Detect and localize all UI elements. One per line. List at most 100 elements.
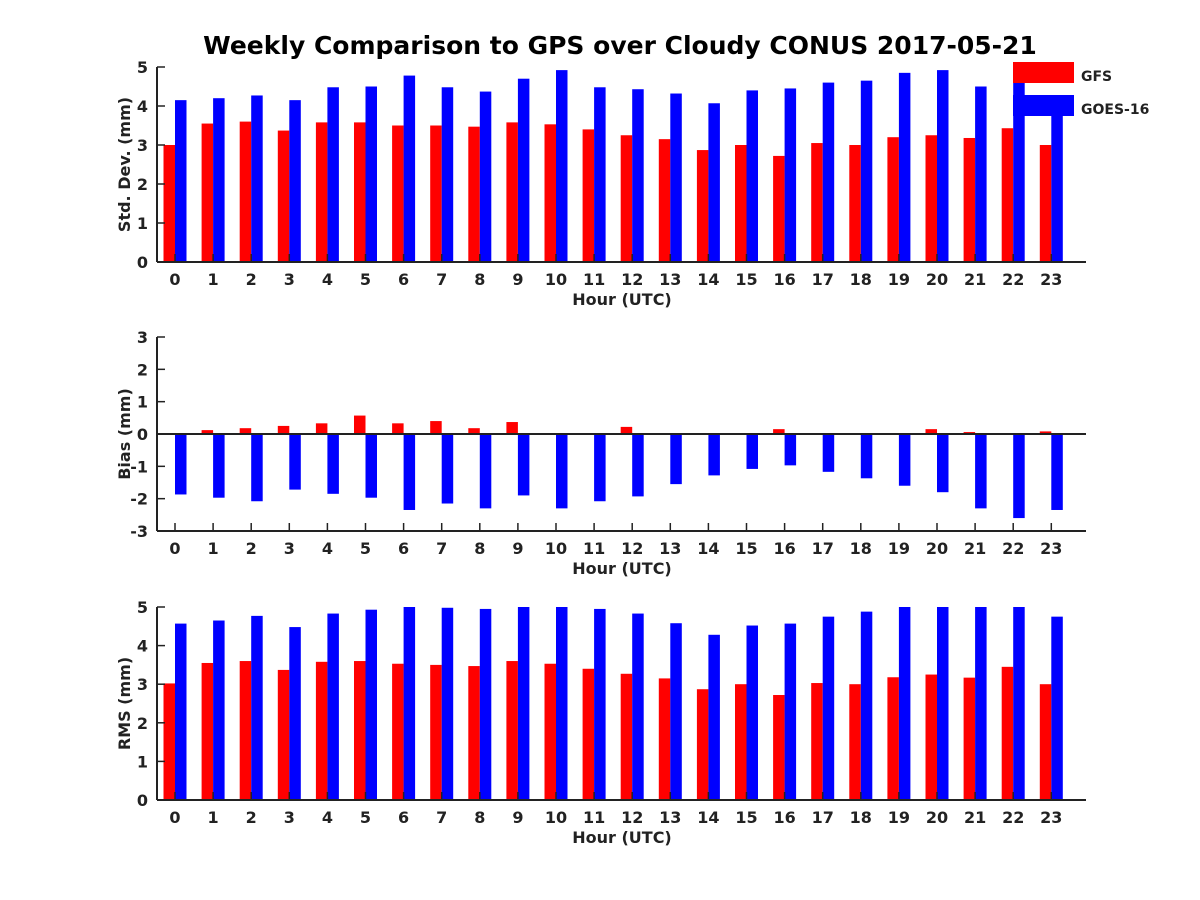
bar-goes-16-2 <box>251 434 263 502</box>
bar-goes-16-21 <box>975 86 987 262</box>
bar-gfs-14 <box>696 689 709 800</box>
legend-label: GFS <box>1081 69 1112 85</box>
y-axis-label: Bias (mm) <box>115 388 134 480</box>
x-tick-label: 13 <box>659 808 681 827</box>
bar-gfs-20 <box>925 429 937 434</box>
bar-goes-16-23 <box>1051 434 1063 510</box>
bar-goes-16-12 <box>632 89 644 262</box>
x-tick-label: 8 <box>474 539 485 558</box>
bar-goes-16-5 <box>365 609 377 800</box>
y-tick-label: -3 <box>130 522 148 541</box>
bar-gfs-11 <box>582 129 595 262</box>
x-tick-label: 10 <box>545 808 567 827</box>
bar-gfs-21 <box>963 677 976 800</box>
bar-gfs-20 <box>925 135 937 262</box>
x-tick-label: 21 <box>964 270 986 289</box>
bar-goes-16-0 <box>175 623 187 800</box>
x-tick-label: 5 <box>360 270 371 289</box>
bar-goes-16-8 <box>479 608 492 800</box>
x-tick-label: 22 <box>1002 539 1024 558</box>
bar-goes-16-20 <box>937 70 949 263</box>
bar-gfs-3 <box>277 130 290 262</box>
bar-goes-16-6 <box>403 607 416 800</box>
bar-gfs-21 <box>963 137 976 262</box>
y-tick-label: 3 <box>137 136 148 155</box>
bar-goes-16-9 <box>517 607 530 800</box>
bar-gfs-11 <box>582 668 595 800</box>
x-tick-label: 13 <box>659 539 681 558</box>
x-tick-label: 20 <box>926 539 948 558</box>
bar-goes-16-3 <box>289 627 301 800</box>
x-tick-label: 3 <box>284 808 295 827</box>
bar-goes-16-11 <box>594 87 606 262</box>
bar-goes-16-16 <box>784 623 797 800</box>
bar-goes-16-0 <box>175 434 187 495</box>
bar-gfs-7 <box>430 125 442 262</box>
x-axis-label: Hour (UTC) <box>572 290 672 309</box>
y-tick-label: 2 <box>137 175 148 194</box>
x-tick-label: 18 <box>850 539 872 558</box>
bar-gfs-23 <box>1039 145 1052 262</box>
bar-goes-16-1 <box>213 434 225 498</box>
bar-gfs-6 <box>392 125 404 262</box>
bar-goes-16-16 <box>784 434 797 466</box>
bar-gfs-12 <box>620 426 633 434</box>
y-tick-label: 1 <box>137 214 148 233</box>
bar-goes-16-6 <box>403 434 416 510</box>
bar-goes-16-1 <box>213 98 225 262</box>
bar-gfs-3 <box>277 425 290 434</box>
bar-gfs-20 <box>925 674 937 800</box>
bar-gfs-5 <box>354 661 366 800</box>
x-tick-label: 21 <box>964 539 986 558</box>
x-tick-label: 0 <box>169 808 180 827</box>
bar-gfs-16 <box>773 429 785 434</box>
bar-goes-16-13 <box>670 434 682 485</box>
y-axis-label: RMS (mm) <box>115 657 134 750</box>
x-tick-label: 19 <box>888 539 910 558</box>
x-tick-label: 14 <box>697 539 719 558</box>
legend-label: GOES-16 <box>1081 102 1149 118</box>
bar-gfs-4 <box>315 661 328 800</box>
bar-goes-16-5 <box>365 434 377 498</box>
bar-goes-16-7 <box>441 434 454 504</box>
bar-gfs-2 <box>239 121 252 262</box>
bar-gfs-18 <box>849 145 861 262</box>
x-tick-label: 10 <box>545 539 567 558</box>
bar-gfs-6 <box>392 423 404 434</box>
x-tick-label: 2 <box>246 808 257 827</box>
x-tick-label: 6 <box>398 270 409 289</box>
x-tick-label: 6 <box>398 539 409 558</box>
bar-goes-16-3 <box>289 434 301 490</box>
bar-goes-16-14 <box>708 434 720 476</box>
x-tick-label: 17 <box>812 808 834 827</box>
x-tick-label: 7 <box>436 270 447 289</box>
x-tick-label: 22 <box>1002 270 1024 289</box>
bar-goes-16-22 <box>1013 76 1025 262</box>
bar-gfs-0 <box>163 145 175 262</box>
bar-gfs-2 <box>239 661 252 800</box>
x-tick-label: 17 <box>812 270 834 289</box>
bar-goes-16-19 <box>898 434 911 486</box>
bar-goes-16-13 <box>670 93 682 263</box>
x-tick-label: 16 <box>773 808 795 827</box>
bar-gfs-8 <box>468 666 480 800</box>
bar-goes-16-18 <box>860 611 873 800</box>
bar-gfs-4 <box>315 122 328 262</box>
bar-goes-16-10 <box>556 607 568 800</box>
y-tick-label: 0 <box>137 791 148 810</box>
bar-goes-16-10 <box>556 434 568 509</box>
x-tick-label: 10 <box>545 270 567 289</box>
bar-goes-16-11 <box>594 608 606 800</box>
legend-swatch-gfs <box>1013 62 1074 83</box>
x-tick-label: 0 <box>169 270 180 289</box>
y-tick-label: -1 <box>130 457 148 476</box>
y-tick-label: 1 <box>137 752 148 771</box>
bar-gfs-17 <box>811 143 823 262</box>
bar-goes-16-23 <box>1051 115 1063 262</box>
x-axis-label: Hour (UTC) <box>572 559 672 578</box>
bar-gfs-10 <box>544 663 556 800</box>
y-tick-label: 4 <box>137 97 148 116</box>
y-tick-label: 3 <box>137 675 148 694</box>
x-tick-label: 17 <box>812 539 834 558</box>
